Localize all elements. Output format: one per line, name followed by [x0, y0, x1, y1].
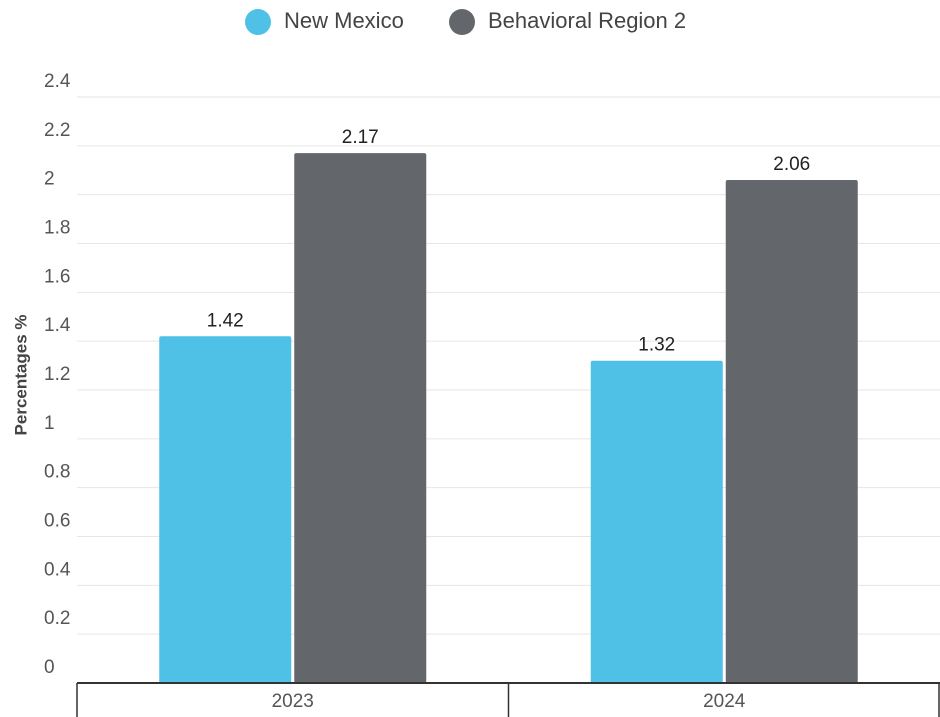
y-tick-label: 1.8: [44, 218, 70, 239]
y-tick-label: 2: [44, 169, 55, 190]
data-label: 1.42: [207, 310, 244, 331]
y-tick-label: 1: [44, 413, 55, 434]
y-tick-label: 1.6: [44, 266, 70, 287]
y-tick-label: 0.6: [44, 511, 70, 532]
y-tick-label: 0.8: [44, 462, 70, 483]
y-tick-label: 0: [44, 657, 55, 678]
y-tick-label: 0.2: [44, 608, 70, 629]
x-tick-label: 2024: [703, 691, 746, 712]
data-label: 2.06: [773, 154, 810, 175]
legend-label: Behavioral Region 2: [488, 8, 686, 33]
y-tick-label: 0.4: [44, 559, 71, 580]
y-tick-label: 1.2: [44, 364, 70, 385]
y-tick-label: 1.4: [44, 315, 71, 336]
y-tick-label: 2.2: [44, 120, 70, 141]
data-label: 2.17: [342, 127, 379, 148]
data-label: 1.32: [638, 335, 675, 356]
bar: [294, 153, 427, 684]
bar: [725, 180, 858, 683]
x-tick-label: 2023: [272, 691, 314, 712]
bar: [159, 336, 292, 683]
legend-label: New Mexico: [284, 8, 404, 33]
y-tick-label: 2.4: [44, 71, 71, 92]
legend-swatch: [449, 9, 475, 35]
bar: [590, 360, 723, 683]
legend-swatch: [245, 9, 271, 35]
y-axis-title: Percentages %: [11, 315, 30, 436]
